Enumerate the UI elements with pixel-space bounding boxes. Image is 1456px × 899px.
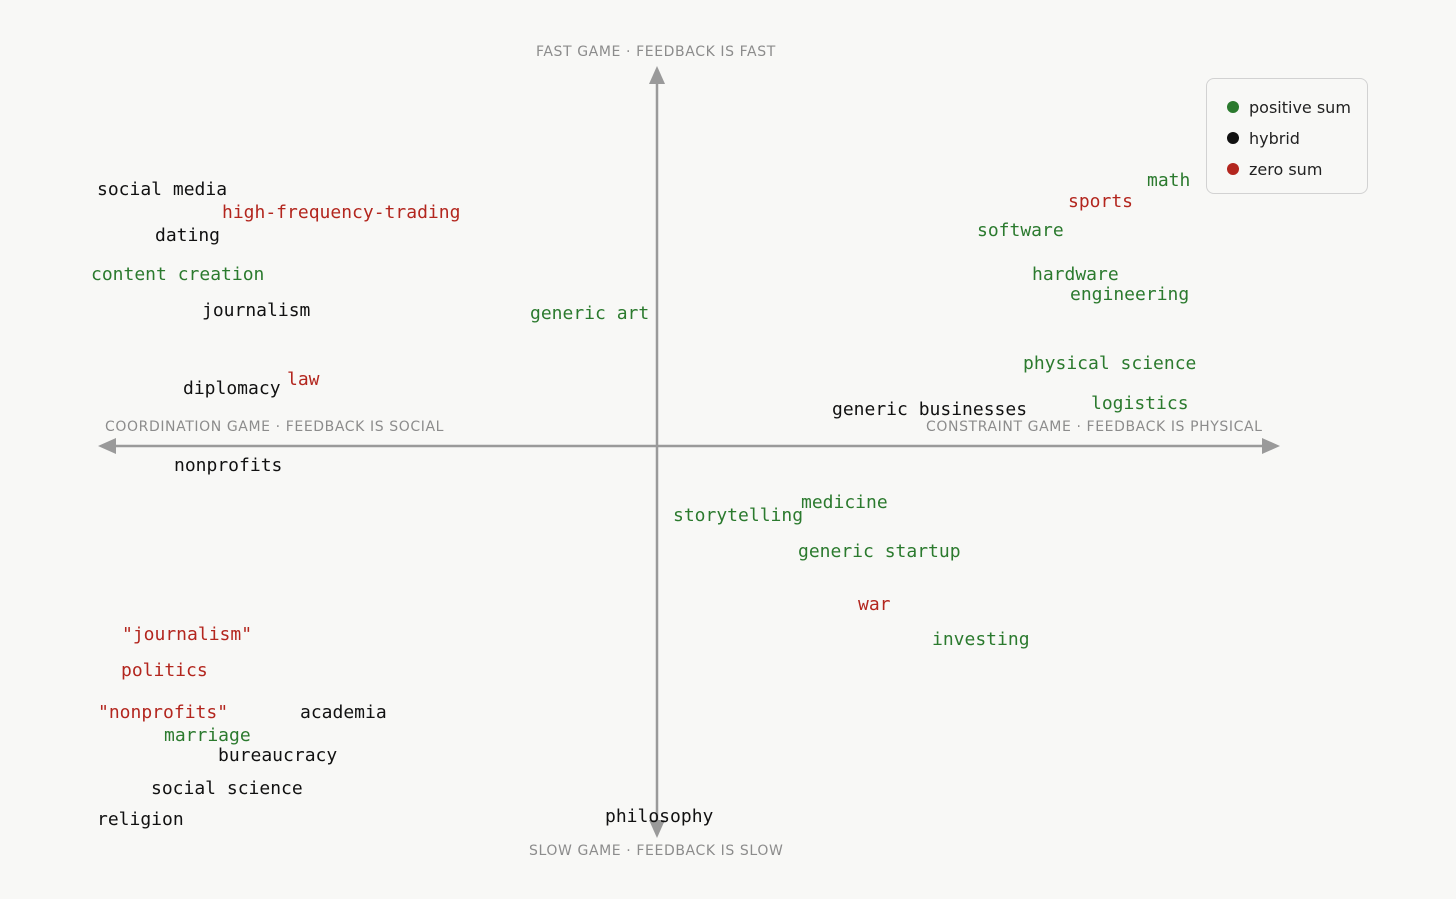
legend-label-positive: positive sum xyxy=(1249,97,1351,117)
legend-label-hybrid: hybrid xyxy=(1249,128,1300,148)
item-law: law xyxy=(287,369,320,390)
item-investing: investing xyxy=(932,629,1030,650)
item-nonprofits: nonprofits xyxy=(174,455,283,476)
item-dating: dating xyxy=(155,225,221,246)
item-hardware: hardware xyxy=(1032,264,1119,285)
item-war: war xyxy=(858,594,891,615)
item-high-frequency-trading: high-frequency-trading xyxy=(222,202,461,223)
item-journalism: journalism xyxy=(202,300,311,321)
axis-label-bottom: SLOW GAME · FEEDBACK IS SLOW xyxy=(529,843,784,859)
legend-label-zero: zero sum xyxy=(1249,159,1323,179)
legend-positive: positive sum xyxy=(1227,97,1351,117)
item-marriage: marriage xyxy=(164,725,251,746)
legend: positive sum hybrid zero sum xyxy=(1206,78,1368,194)
item-nonprofits: "nonprofits" xyxy=(98,702,229,723)
item-bureaucracy: bureaucracy xyxy=(218,745,338,766)
item-engineering: engineering xyxy=(1070,284,1190,305)
item-religion: religion xyxy=(97,809,184,830)
item-generic-art: generic art xyxy=(530,303,650,324)
item-journalism: "journalism" xyxy=(122,624,253,645)
legend-zero: zero sum xyxy=(1227,159,1322,179)
item-software: software xyxy=(977,220,1064,241)
legend-dot-hybrid xyxy=(1227,132,1239,144)
item-sports: sports xyxy=(1068,191,1134,212)
arrow-left-icon xyxy=(98,438,116,454)
arrow-right-icon xyxy=(1262,438,1280,454)
item-math: math xyxy=(1147,170,1191,191)
item-content-creation: content creation xyxy=(91,264,265,285)
item-generic-startup: generic startup xyxy=(798,541,961,562)
legend-dot-positive xyxy=(1227,101,1239,113)
axis-label-left: COORDINATION GAME · FEEDBACK IS SOCIAL xyxy=(105,419,445,435)
legend-hybrid: hybrid xyxy=(1227,128,1300,148)
item-social-media: social media xyxy=(97,179,228,200)
item-storytelling: storytelling xyxy=(673,505,804,526)
axis-label-top: FAST GAME · FEEDBACK IS FAST xyxy=(536,44,776,60)
item-logistics: logistics xyxy=(1091,393,1189,414)
arrow-up-icon xyxy=(649,66,665,84)
axis-label-right: CONSTRAINT GAME · FEEDBACK IS PHYSICAL xyxy=(926,419,1263,435)
item-generic-businesses: generic businesses xyxy=(832,399,1028,420)
legend-dot-zero xyxy=(1227,163,1239,175)
item-diplomacy: diplomacy xyxy=(183,378,281,399)
item-physical-science: physical science xyxy=(1023,353,1197,374)
item-medicine: medicine xyxy=(801,492,888,513)
item-politics: politics xyxy=(121,660,208,681)
item-academia: academia xyxy=(300,702,387,723)
arrow-down-icon xyxy=(649,820,665,838)
item-social-science: social science xyxy=(151,778,303,799)
item-philosophy: philosophy xyxy=(605,806,714,827)
